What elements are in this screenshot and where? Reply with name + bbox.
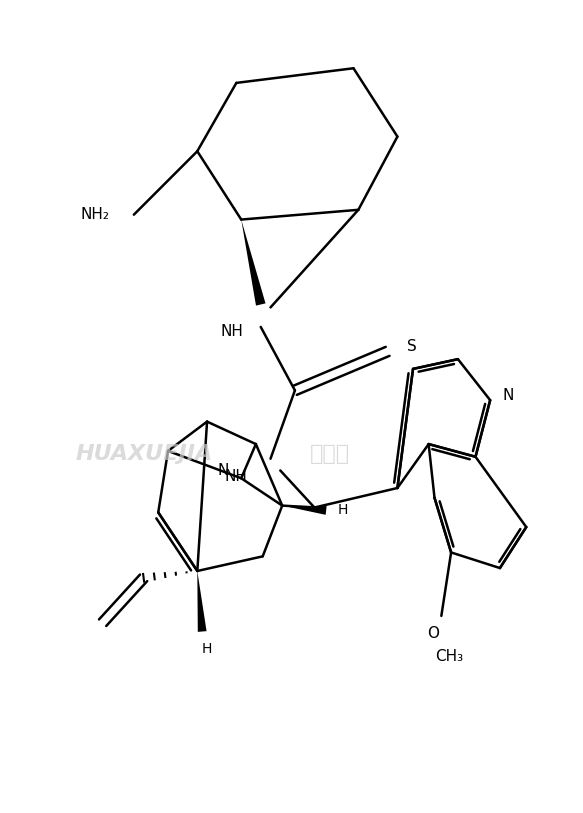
- Polygon shape: [282, 506, 326, 515]
- Text: NH: NH: [220, 324, 243, 339]
- Text: N: N: [218, 463, 229, 478]
- Text: N: N: [502, 388, 514, 402]
- Text: CH₃: CH₃: [435, 650, 463, 664]
- Text: H: H: [338, 503, 348, 517]
- Text: 化学加: 化学加: [310, 444, 350, 464]
- Polygon shape: [241, 220, 265, 306]
- Polygon shape: [197, 571, 206, 632]
- Text: H: H: [202, 642, 212, 656]
- Text: NH: NH: [225, 469, 248, 484]
- Text: HUAXUEJIA: HUAXUEJIA: [75, 444, 213, 464]
- Text: O: O: [427, 626, 440, 641]
- Text: S: S: [407, 339, 417, 354]
- Text: NH₂: NH₂: [80, 207, 109, 222]
